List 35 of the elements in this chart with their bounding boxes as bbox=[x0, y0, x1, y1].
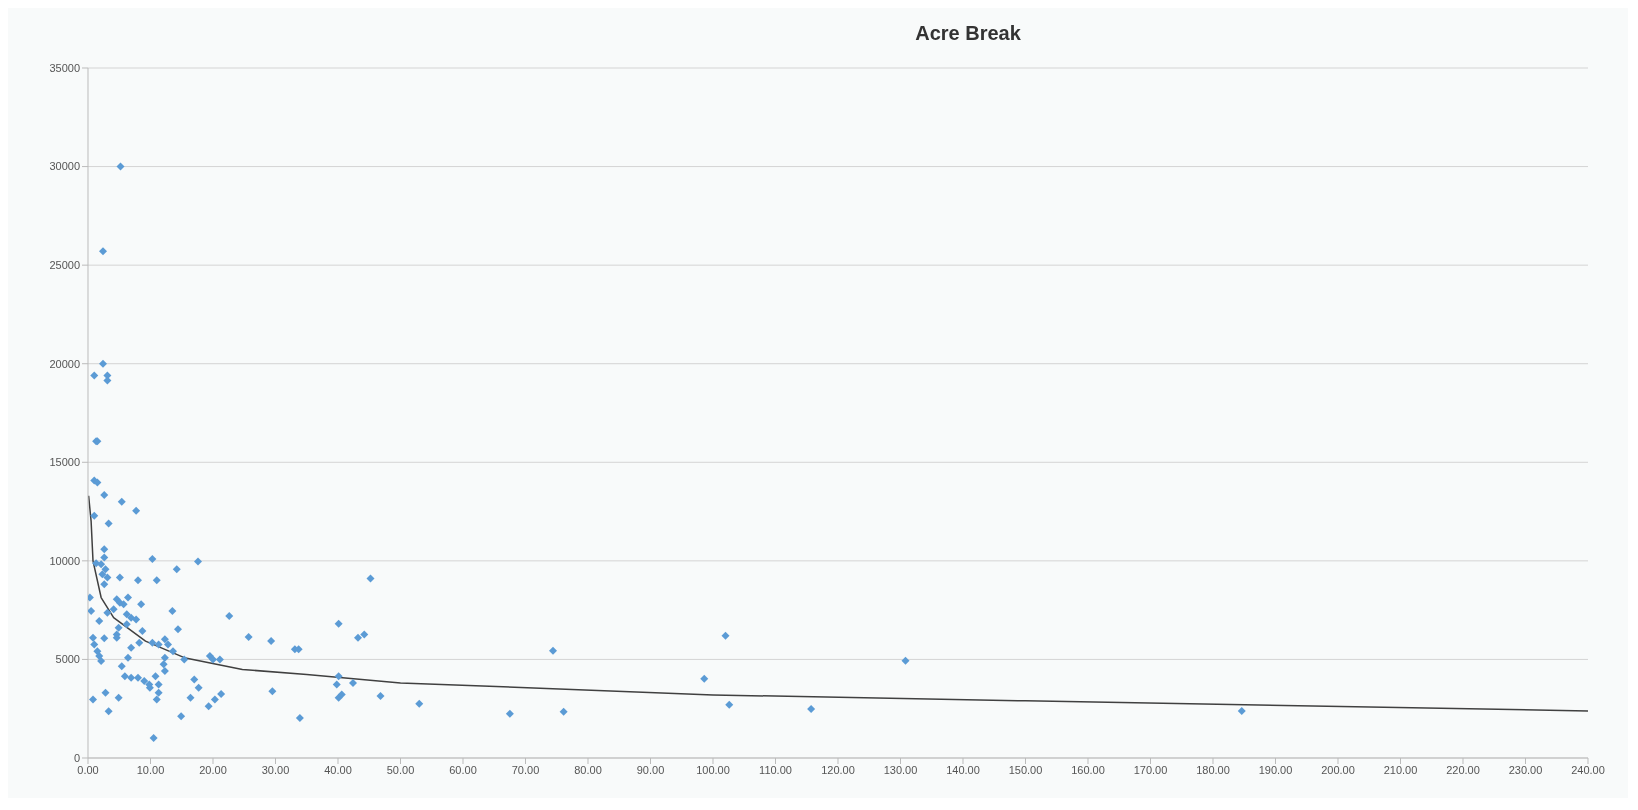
x-tick-label: 120.00 bbox=[821, 763, 855, 776]
y-tick-label: 30000 bbox=[49, 160, 80, 173]
x-tick-label: 180.00 bbox=[1196, 763, 1230, 776]
x-tick-label: 230.00 bbox=[1508, 763, 1543, 776]
y-tick-label: 35000 bbox=[49, 61, 80, 74]
x-tick-label: 40.00 bbox=[324, 763, 352, 776]
chart-title: Acre Break bbox=[914, 22, 1022, 45]
x-tick-label: 210.00 bbox=[1383, 763, 1418, 776]
x-tick-label: 140.00 bbox=[946, 763, 980, 776]
x-tick-label: 150.00 bbox=[1008, 763, 1043, 776]
y-tick-label: 0 bbox=[73, 751, 80, 764]
line-series bbox=[88, 495, 1588, 712]
y-tick-label: 10000 bbox=[49, 554, 80, 567]
x-tick-label: 70.00 bbox=[511, 763, 540, 776]
x-tick-label: 20.00 bbox=[199, 763, 227, 776]
x-tick-label: 160.00 bbox=[1071, 763, 1105, 776]
x-tick-label: 0.00 bbox=[77, 763, 99, 776]
y-tick-label: 20000 bbox=[49, 357, 80, 370]
x-tick-label: 90.00 bbox=[636, 763, 665, 776]
x-tick-label: 200.00 bbox=[1321, 763, 1355, 776]
x-tick-label: 50.00 bbox=[386, 763, 415, 776]
x-tick-label: 30.00 bbox=[261, 763, 290, 776]
y-tick-label: 15000 bbox=[49, 456, 80, 469]
x-tick-label: 220.00 bbox=[1446, 763, 1480, 776]
x-tick-label: 190.00 bbox=[1258, 763, 1293, 776]
x-tick-label: 130.00 bbox=[883, 763, 918, 776]
x-tick-label: 100.00 bbox=[696, 763, 730, 776]
x-tick-label: 80.00 bbox=[574, 763, 602, 776]
x-tick-label: 110.00 bbox=[759, 763, 792, 776]
y-tick-label: 25000 bbox=[49, 259, 80, 272]
x-tick-label: 240.00 bbox=[1571, 763, 1605, 776]
x-tick-label: 60.00 bbox=[449, 763, 477, 776]
x-tick-label: 10.00 bbox=[136, 763, 165, 776]
y-tick-label: 5000 bbox=[55, 653, 80, 666]
x-tick-label: 170.00 bbox=[1133, 763, 1168, 776]
